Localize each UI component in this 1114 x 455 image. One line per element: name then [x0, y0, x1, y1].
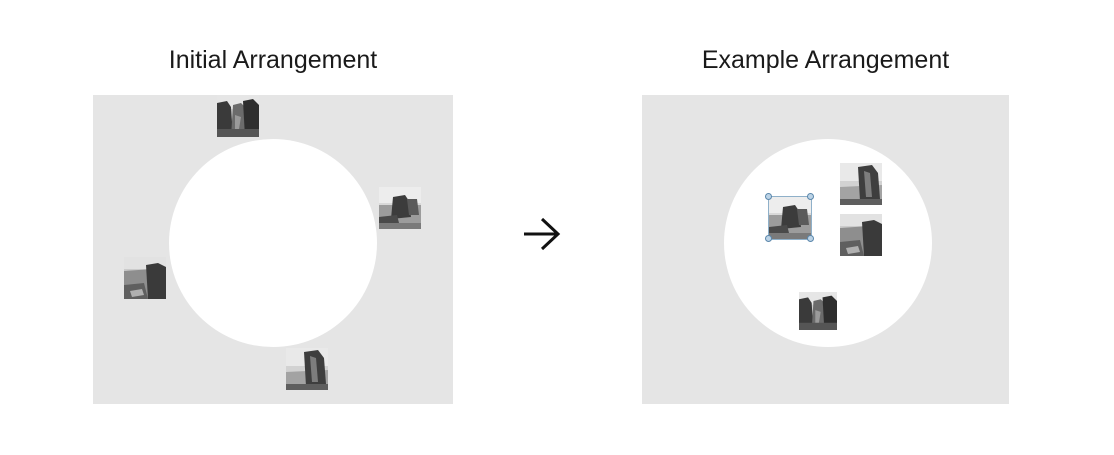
example-arrangement-panel: [642, 95, 1009, 404]
photo-thumbnail-top[interactable]: [217, 95, 259, 137]
example-arrangement-title: Example Arrangement: [701, 46, 950, 74]
photo-image: [379, 187, 421, 229]
photo-thumbnail-bottom[interactable]: [797, 292, 839, 330]
selection-handle-bottom-left[interactable]: [765, 235, 772, 242]
initial-arrangement-panel: [93, 95, 453, 404]
photo-thumbnail-middle-right[interactable]: [840, 214, 882, 256]
selection-handle-bottom-right[interactable]: [807, 235, 814, 242]
photo-thumbnail-selected[interactable]: [769, 197, 811, 239]
initial-arrangement-title: Initial Arrangement: [168, 46, 378, 74]
photo-image: [217, 95, 259, 137]
photo-image: [124, 257, 166, 299]
selection-handle-top-left[interactable]: [765, 193, 772, 200]
photo-thumbnail-top-right[interactable]: [840, 163, 882, 205]
photo-image: [769, 197, 811, 239]
selection-handle-top-right[interactable]: [807, 193, 814, 200]
arena-circle: [169, 139, 377, 347]
right-arrow-icon: [524, 217, 561, 251]
photo-thumbnail-right[interactable]: [379, 187, 421, 229]
photo-thumbnail-left[interactable]: [124, 257, 166, 299]
photo-thumbnail-bottom[interactable]: [286, 348, 328, 390]
photo-image: [286, 348, 328, 390]
photo-image: [840, 214, 882, 256]
photo-image: [840, 163, 882, 205]
photo-image: [797, 292, 839, 330]
